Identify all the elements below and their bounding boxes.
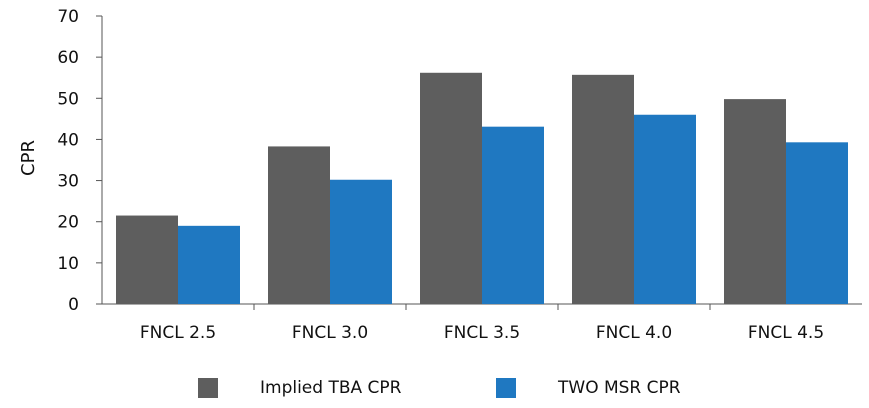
x-tick-label: FNCL 3.5 [444, 323, 520, 343]
legend-label-implied-tba-cpr: Implied TBA CPR [260, 378, 402, 398]
x-axis: FNCL 2.5 FNCL 3.0 FNCL 3.5 FNCL 4.0 FNCL 4.5 [102, 303, 862, 343]
bar-two-msr-cpr-fncl-2-5 [178, 225, 240, 304]
legend-swatch-implied-tba-cpr [198, 378, 218, 398]
y-tick-label: 60 [57, 48, 79, 68]
bar-implied-tba-cpr-fncl-4-5 [724, 99, 786, 304]
legend-item-two-msr-cpr: TWO MSR CPR [496, 378, 681, 398]
bar-two-msr-cpr-fncl-4-5 [786, 142, 848, 304]
y-tick-label: 70 [57, 7, 79, 27]
y-tick-label: 40 [57, 130, 79, 150]
legend-swatch-two-msr-cpr [496, 378, 516, 398]
y-tick-label: 0 [68, 295, 79, 315]
y-tick-label: 20 [57, 213, 79, 233]
x-tick-label: FNCL 4.0 [596, 323, 672, 343]
y-tick-label: 50 [57, 89, 79, 109]
bar-implied-tba-cpr-fncl-3-5 [420, 72, 482, 304]
bar-chart: 0 10 20 30 40 50 60 70 FNCL 2.5 FNCL 3.0 FNCL 3.5… [18, 7, 862, 343]
bar-two-msr-cpr-fncl-3-5 [482, 126, 544, 304]
y-axis-label: CPR [18, 140, 39, 176]
y-tick-label: 30 [57, 172, 79, 192]
bar-two-msr-cpr-fncl-3-0 [330, 179, 392, 304]
bars [116, 72, 848, 304]
bar-two-msr-cpr-fncl-4-0 [634, 114, 696, 304]
x-tick-label: FNCL 4.5 [748, 323, 824, 343]
x-tick-label: FNCL 2.5 [140, 323, 216, 343]
bar-implied-tba-cpr-fncl-3-0 [268, 146, 330, 304]
y-tick-label: 10 [57, 254, 79, 274]
x-tick-label: FNCL 3.0 [292, 323, 368, 343]
legend: Implied TBA CPR TWO MSR CPR [0, 378, 869, 408]
bar-implied-tba-cpr-fncl-4-0 [572, 74, 634, 304]
bar-implied-tba-cpr-fncl-2-5 [116, 215, 178, 304]
legend-item-implied-tba-cpr: Implied TBA CPR [198, 378, 401, 398]
y-axis: 0 10 20 30 40 50 60 70 [57, 7, 103, 315]
legend-label-two-msr-cpr: TWO MSR CPR [558, 378, 681, 398]
